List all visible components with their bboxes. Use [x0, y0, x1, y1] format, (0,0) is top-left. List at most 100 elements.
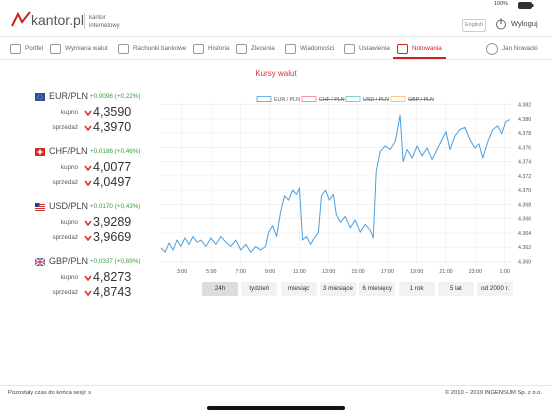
- session-timer: Pozostały czas do końca sesji: s: [8, 390, 92, 396]
- x-tick-label: 17:00: [381, 269, 394, 275]
- flag: [35, 93, 45, 101]
- x-tick-label: 13:00: [322, 269, 335, 275]
- down-arrow: [84, 235, 92, 241]
- down-arrow: [84, 165, 92, 171]
- nav-item[interactable]: Wymiana walut: [50, 40, 108, 57]
- nav-item[interactable]: Jan Nowacki: [486, 40, 538, 57]
- nav-icon: [193, 43, 204, 54]
- y-tick-label: 4.362: [518, 245, 531, 251]
- legend-swatch: [345, 96, 361, 102]
- buy-label: kupno: [60, 219, 78, 226]
- footer-divider: [0, 385, 552, 386]
- x-tick-label: 23:00: [469, 269, 482, 275]
- range-button[interactable]: 24h: [202, 282, 238, 296]
- legend-swatch: [301, 96, 317, 102]
- down-arrow: [84, 220, 92, 226]
- logo-icon: [11, 11, 31, 27]
- x-tick-label: 19:00: [410, 269, 423, 275]
- down-arrow: [84, 290, 92, 296]
- range-button[interactable]: 5 lat: [437, 282, 474, 296]
- down-arrow: [84, 125, 92, 131]
- logo-divider: [84, 13, 85, 29]
- range-button[interactable]: od 2000 r.: [477, 282, 514, 296]
- down-arrow: [84, 110, 92, 116]
- logo-text: kantor.pl: [31, 12, 84, 28]
- legend-label: CHF / PLN: [319, 97, 345, 103]
- nav-divider: [0, 59, 552, 60]
- battery-text: 100%: [494, 1, 509, 7]
- range-button[interactable]: 3 miesiące: [319, 282, 356, 296]
- header-divider: [0, 36, 552, 37]
- nav-item[interactable]: Zlecenia: [236, 40, 275, 57]
- page-title: Kursy walut: [255, 69, 297, 78]
- sell-label: sprzedaż: [52, 179, 78, 186]
- nav-item[interactable]: Wiadomości: [285, 40, 334, 57]
- y-tick-label: 4.360: [518, 259, 531, 265]
- legend-label: USD / PLN: [363, 97, 389, 103]
- rate-change: +0,0096 (+0,22%): [90, 93, 141, 100]
- buy-rate: 4,8273: [93, 270, 132, 284]
- nav-label: Wymiana walut: [65, 45, 108, 52]
- buy-label: kupno: [60, 164, 78, 171]
- logout-icon[interactable]: [495, 18, 507, 30]
- y-tick-label: 4.380: [518, 117, 531, 123]
- chart: 4.360 4.362 4.364 4.366 4.368 4.370 4.372 4.374…: [160, 96, 531, 275]
- y-tick-label: 4.378: [518, 131, 531, 137]
- flag: [35, 203, 45, 211]
- home-indicator: [207, 406, 345, 410]
- sell-rate: 4,3970: [93, 120, 132, 134]
- range-button[interactable]: 1 rok: [398, 282, 435, 296]
- buy-label: kupno: [60, 274, 78, 281]
- nav-item[interactable]: Ustawienia: [344, 40, 390, 57]
- nav-label: Notowania: [412, 45, 442, 52]
- nav-label: Ustawienia: [359, 45, 390, 52]
- rate-change: +0,0186 (+0,46%): [90, 148, 141, 155]
- down-arrow: [84, 180, 92, 186]
- range-button[interactable]: tydzień: [241, 282, 278, 296]
- nav-label: Wiadomości: [300, 45, 335, 52]
- currency-pair: CHF/PLN: [49, 146, 88, 156]
- currency-pair: GBP/PLN: [49, 256, 89, 266]
- nav-label: Zlecenia: [251, 45, 275, 52]
- x-tick-label: 21:00: [439, 269, 452, 275]
- nav-label: Portfel: [25, 45, 44, 52]
- legend-swatch: [390, 96, 406, 102]
- flag: [35, 148, 45, 156]
- nav-label: Jan Nowacki: [502, 45, 538, 52]
- buy-rate: 3,9289: [93, 215, 132, 229]
- x-tick-label: 11:00: [293, 269, 306, 275]
- language-button[interactable]: English: [462, 19, 486, 32]
- nav-item[interactable]: Rachunki bankowe: [118, 40, 186, 57]
- nav-item[interactable]: Portfel: [10, 40, 43, 57]
- y-tick-label: 4.374: [518, 160, 531, 166]
- down-arrow: [84, 275, 92, 281]
- nav-item[interactable]: Historia: [193, 40, 229, 57]
- nav-icon: [486, 42, 498, 55]
- sell-label: sprzedaż: [52, 289, 78, 296]
- range-button[interactable]: 6 miesięcy: [359, 282, 396, 296]
- buy-rate: 4,3590: [93, 105, 132, 119]
- currency-pair: USD/PLN: [49, 201, 89, 211]
- range-button[interactable]: miesiąc: [280, 282, 317, 296]
- nav-label: Historia: [208, 45, 230, 52]
- y-tick-label: 4.376: [518, 145, 531, 151]
- y-tick-label: 4.368: [518, 202, 531, 208]
- sell-rate: 3,9669: [93, 230, 132, 244]
- nav-label: Rachunki bankowe: [133, 45, 187, 52]
- legend-swatch: [256, 96, 272, 102]
- sell-label: sprzedaż: [52, 124, 78, 131]
- x-tick-label: 1:00: [500, 269, 510, 275]
- nav-icon: [236, 43, 247, 54]
- nav-icon: [10, 43, 21, 54]
- rate-change: +0,0170 (+0,43%): [90, 203, 141, 210]
- nav-item[interactable]: Notowania: [393, 40, 446, 59]
- buy-rate: 4,0077: [93, 160, 132, 174]
- series-line: [160, 114, 510, 253]
- logout-link[interactable]: Wyloguj: [511, 19, 538, 28]
- y-tick-label: 4.372: [518, 174, 531, 180]
- nav-icon: [50, 43, 61, 54]
- y-tick-label: 4.364: [518, 231, 531, 237]
- legend-label: GBP / PLN: [408, 97, 434, 103]
- y-tick-label: 4.382: [518, 103, 531, 109]
- x-tick-label: 3:00: [177, 269, 187, 275]
